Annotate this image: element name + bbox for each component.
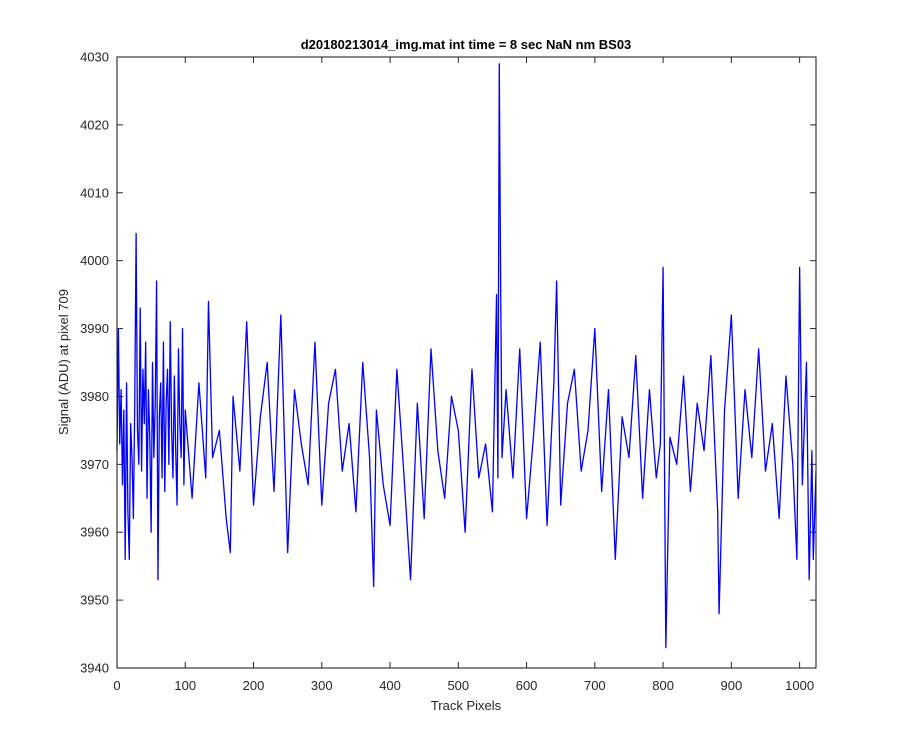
y-tick-label: 4010 (80, 185, 109, 200)
x-tick-label: 100 (174, 678, 196, 693)
y-tick-label: 3940 (80, 661, 109, 676)
chart-title: d20180213014_img.mat int time = 8 sec Na… (301, 37, 632, 52)
signal-series-line (116, 63, 817, 649)
x-tick-label: 1000 (785, 678, 814, 693)
x-tick-label: 0 (113, 678, 120, 693)
x-tick-label: 900 (721, 678, 743, 693)
y-tick-label: 3950 (80, 593, 109, 608)
y-tick-label: 4030 (80, 50, 109, 65)
y-axis-label: Signal (ADU) at pixel 709 (56, 289, 71, 435)
x-tick-label: 700 (584, 678, 606, 693)
x-tick-label: 600 (516, 678, 538, 693)
x-tick-label: 300 (311, 678, 333, 693)
y-tick-label: 3980 (80, 389, 109, 404)
y-tick-label: 3960 (80, 525, 109, 540)
y-tick-label: 4020 (80, 117, 109, 132)
tick-labels-layer: 0 100 200 300 400 500 600 700 800 900 1000 3940 3950… (80, 50, 814, 694)
x-axis-label: Track Pixels (431, 698, 502, 713)
y-tick-label: 3970 (80, 457, 109, 472)
plot-frame (116, 56, 817, 669)
y-tick-label: 3990 (80, 321, 109, 336)
y-tick-label: 4000 (80, 253, 109, 268)
plot-area (117, 57, 816, 668)
x-tick-label: 800 (652, 678, 674, 693)
x-tick-label: 400 (379, 678, 401, 693)
x-tick-label: 200 (243, 678, 265, 693)
x-tick-label: 500 (447, 678, 469, 693)
